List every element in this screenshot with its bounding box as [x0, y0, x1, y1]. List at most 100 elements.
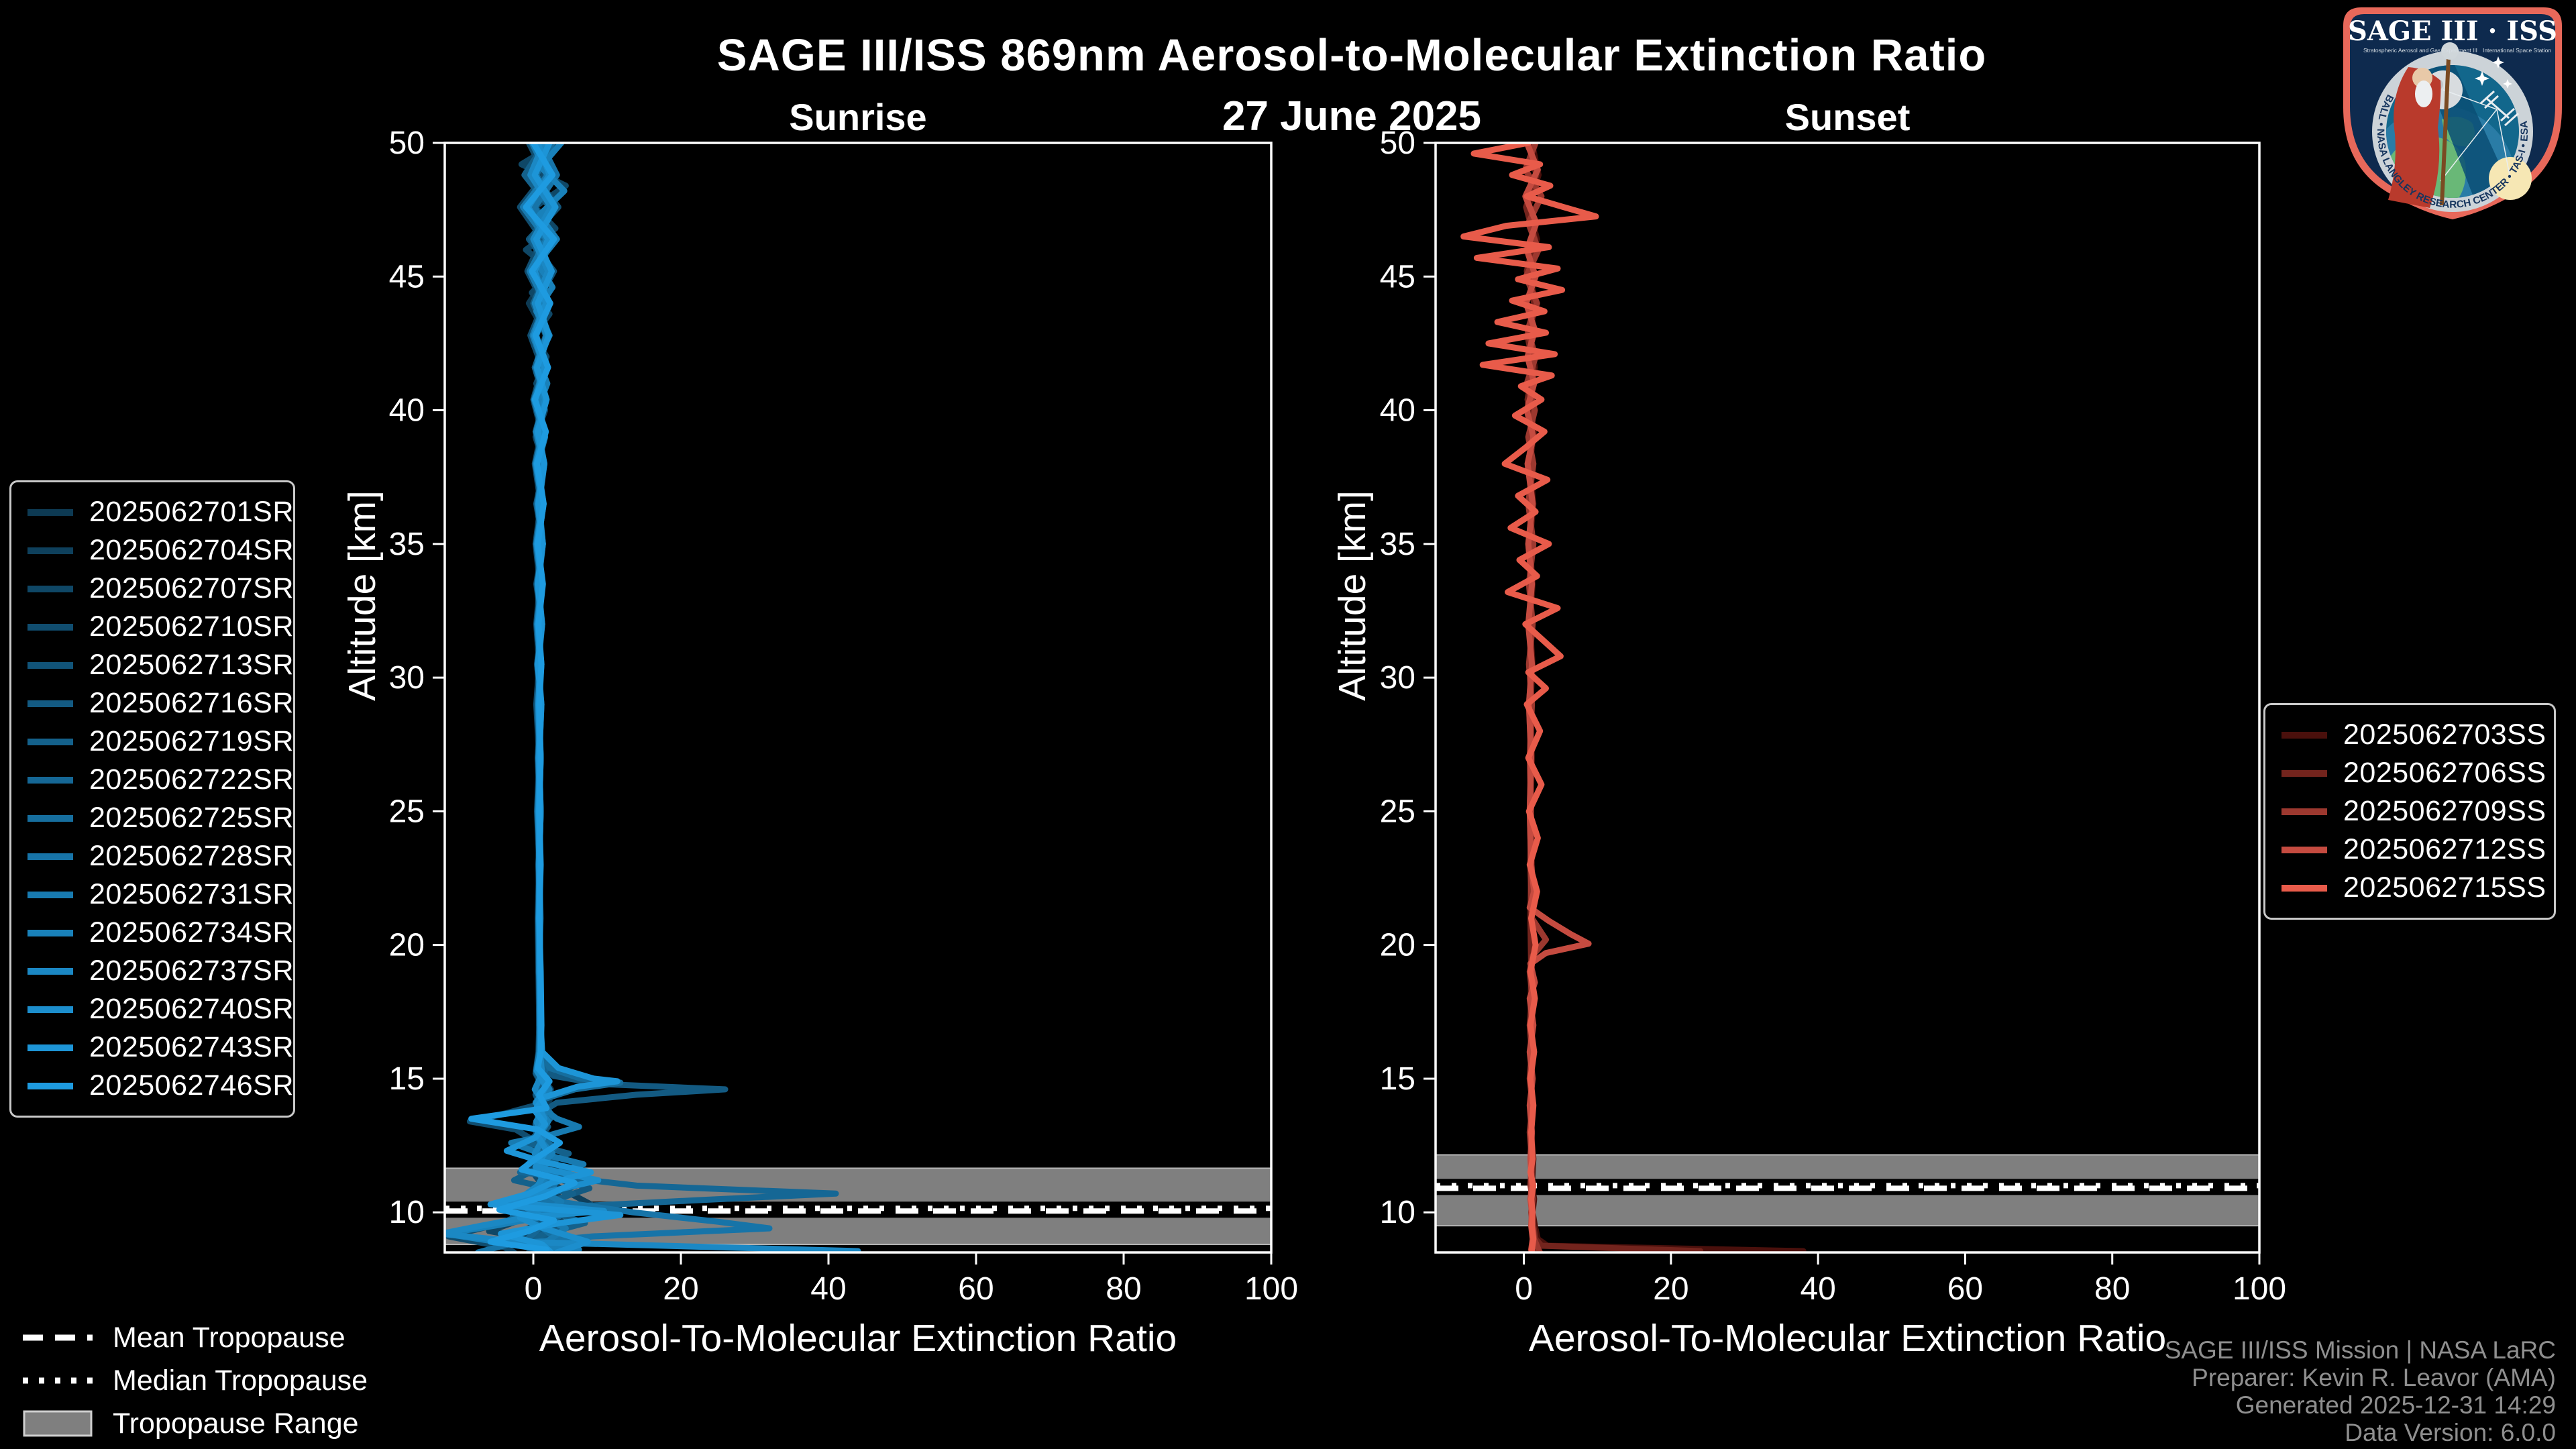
legend-line-swatch	[2282, 769, 2327, 777]
x-tick-label: 40	[810, 1271, 846, 1307]
x-tick-label: 20	[1653, 1271, 1688, 1307]
x-axis-label-sunset: Aerosol-To-Molecular Extinction Ratio	[1528, 1317, 2167, 1360]
y-axis-label-sunset: Altitude [km]	[1331, 490, 1374, 701]
legend-event-label: 2025062709SS	[2343, 795, 2546, 827]
x-tick-label: 100	[2233, 1271, 2286, 1307]
legend-event-label: 2025062704SR	[89, 534, 294, 566]
legend-item: 2025062709SS	[2282, 792, 2546, 830]
legend-item: 2025062740SR	[28, 990, 293, 1028]
y-axis-label-sunrise: Altitude [km]	[341, 490, 384, 701]
y-tick-label: 25	[1380, 794, 1415, 829]
legend-line-swatch	[28, 661, 73, 669]
legend-event-label: 2025062722SR	[89, 763, 294, 796]
legend-item: 2025062737SR	[28, 952, 293, 990]
legend-item: 2025062701SR	[28, 493, 293, 531]
legend-event-label: 2025062746SR	[89, 1069, 294, 1102]
legend-line-swatch	[28, 585, 73, 592]
y-tick-label: 30	[1380, 660, 1415, 696]
y-tick-label: 25	[389, 794, 425, 829]
legend-event-label: 2025062719SR	[89, 725, 294, 757]
x-tick-label: 60	[1947, 1271, 1983, 1307]
legend-item: 2025062703SS	[2282, 716, 2546, 754]
legend-line-swatch	[28, 776, 73, 784]
legend-event-label: 2025062710SR	[89, 610, 294, 643]
panel-title-sunset: Sunset	[1784, 96, 1911, 138]
legend-event-label: 2025062707SR	[89, 572, 294, 604]
profile-line-2025062715SS	[1460, 143, 1599, 1252]
legend-event-label: 2025062743SR	[89, 1031, 294, 1063]
mean-tropopause-dashed-line-icon	[23, 1334, 93, 1341]
legend-event-label: 2025062715SS	[2343, 871, 2546, 904]
mean-tropopause-legend-item: Mean Tropopause	[23, 1316, 368, 1359]
attribution-preparer: Preparer: Kevin R. Leavor (AMA)	[2192, 1364, 2556, 1391]
figure-date: 27 June 2025	[1222, 93, 1482, 140]
logo-iss	[2440, 89, 2520, 182]
sunrise-plot: 0 20 40 60 80 100 10 15 20 25 30 35 40 45 50	[389, 125, 1298, 1307]
logo-subtitle-left: Stratospheric Aerosol and Gas Experiment…	[2363, 47, 2477, 54]
legend-line-swatch	[2282, 808, 2327, 815]
y-tick-label: 35	[1380, 527, 1415, 562]
legend-line-swatch	[28, 1082, 73, 1089]
y-tick-label: 15	[1380, 1061, 1415, 1097]
legend-item: 2025062712SS	[2282, 830, 2546, 869]
legend-item: 2025062746SR	[28, 1067, 293, 1105]
x-tick-label: 0	[525, 1271, 543, 1307]
profile-line-2025062707SR	[486, 143, 569, 1252]
legend-event-label: 2025062737SR	[89, 955, 294, 987]
legend-line-swatch	[28, 853, 73, 860]
logo-stars	[2475, 56, 2512, 89]
legend-item: 2025062728SR	[28, 837, 293, 875]
legend-line-swatch	[28, 738, 73, 745]
legend-line-swatch	[28, 967, 73, 975]
sunrise-event-legend: 2025062701SR 2025062704SR 2025062707SR 2025…	[9, 480, 295, 1118]
legend-line-swatch	[2282, 884, 2327, 892]
legend-item: 2025062743SR	[28, 1028, 293, 1067]
profile-line-2025062703SS	[1525, 143, 1807, 1252]
profile-line-2025062743SR	[487, 143, 624, 1252]
legend-event-label: 2025062703SS	[2343, 718, 2546, 751]
tropopause-legend: Mean Tropopause Median Tropopause Tropop…	[23, 1316, 368, 1445]
y-tick-label: 35	[389, 527, 425, 562]
legend-item: 2025062719SR	[28, 722, 293, 761]
legend-line-swatch	[28, 929, 73, 936]
legend-event-label: 2025062734SR	[89, 916, 294, 949]
legend-item: 2025062707SR	[28, 570, 293, 608]
legend-event-label: 2025062712SS	[2343, 833, 2546, 865]
legend-event-label: 2025062728SR	[89, 840, 294, 872]
tropopause-range-band-icon	[23, 1410, 93, 1437]
x-tick-label: 60	[958, 1271, 994, 1307]
legend-line-swatch	[28, 1044, 73, 1051]
profile-line-2025062746SR	[468, 143, 578, 1252]
legend-item: 2025062706SS	[2282, 754, 2546, 792]
x-tick-label: 80	[1106, 1271, 1141, 1307]
legend-event-label: 2025062713SR	[89, 649, 294, 681]
legend-line-swatch	[28, 1006, 73, 1013]
x-tick-label: 20	[663, 1271, 698, 1307]
panel-title-sunrise: Sunrise	[789, 96, 927, 138]
profile-line-2025062706SS	[1523, 143, 1704, 1252]
logo-subtitle-right: International Space Station	[2483, 47, 2551, 54]
median-tropopause-dotted-line-icon	[23, 1377, 93, 1384]
y-tick-label: 45	[1380, 259, 1415, 294]
mean-tropopause-label: Mean Tropopause	[113, 1321, 345, 1354]
y-tick-label: 10	[389, 1195, 425, 1230]
legend-line-swatch	[28, 547, 73, 554]
legend-event-label: 2025062740SR	[89, 993, 294, 1025]
x-tick-label: 100	[1244, 1271, 1298, 1307]
figure-title: SAGE III/ISS 869nm Aerosol-to-Molecular …	[716, 30, 1987, 80]
x-tick-label: 80	[2094, 1271, 2130, 1307]
legend-item: 2025062731SR	[28, 875, 293, 914]
legend-line-swatch	[28, 891, 73, 898]
legend-item: 2025062704SR	[28, 531, 293, 570]
y-tick-label: 20	[389, 928, 425, 963]
legend-line-swatch	[28, 623, 73, 631]
axis-ticks-sunrise: 0 20 40 60 80 100 10 15 20 25 30 35 40 45 50	[389, 125, 1298, 1307]
y-tick-label: 40	[389, 393, 425, 429]
y-tick-label: 30	[389, 660, 425, 696]
attribution-generated: Generated 2025-12-31 14:29	[2235, 1391, 2556, 1419]
y-tick-label: 10	[1380, 1195, 1415, 1230]
legend-event-label: 2025062716SR	[89, 687, 294, 719]
median-tropopause-label: Median Tropopause	[113, 1364, 368, 1397]
tropopause-range-legend-item: Tropopause Range	[23, 1402, 368, 1445]
legend-item: 2025062725SR	[28, 799, 293, 837]
